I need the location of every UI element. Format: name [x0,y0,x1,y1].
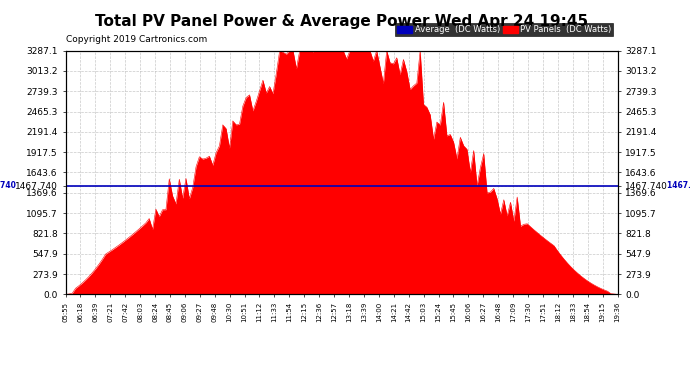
Title: Total PV Panel Power & Average Power Wed Apr 24 19:45: Total PV Panel Power & Average Power Wed… [95,13,588,28]
Legend: Average  (DC Watts), PV Panels  (DC Watts): Average (DC Watts), PV Panels (DC Watts) [395,23,613,36]
Text: 1467.740 →: 1467.740 → [667,181,690,190]
Text: ← 1467.740: ← 1467.740 [0,181,16,190]
Text: Copyright 2019 Cartronics.com: Copyright 2019 Cartronics.com [66,35,208,44]
